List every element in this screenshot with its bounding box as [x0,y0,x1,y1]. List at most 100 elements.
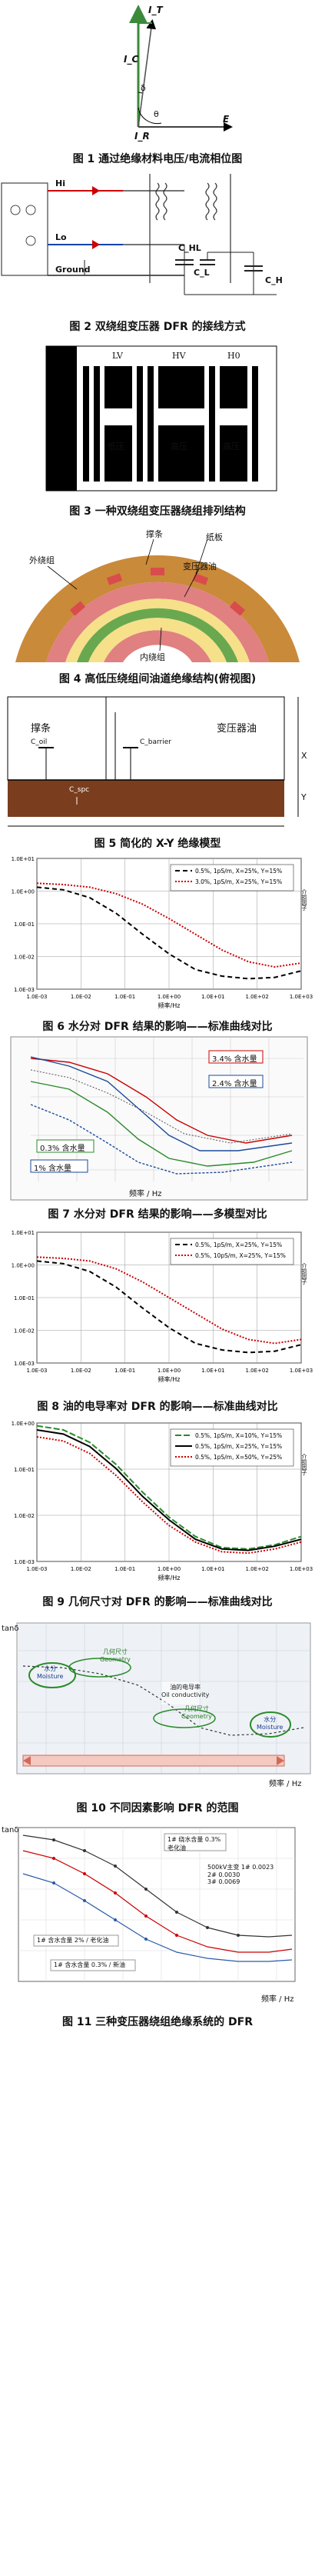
label-e: E [223,114,230,125]
label-h0: H0 [227,351,240,361]
legend-label: 0.5%, 1pS/m, X=25%, Y=15% [195,1241,282,1248]
figure-2-wiring: Hi Lo Ground C_HL C_L C_H [0,168,315,314]
tick-x: 1.0E+01 [201,1566,224,1572]
fig11-freq: 频率 / Hz [261,1995,294,2004]
tick-y: 1.0E-03 [14,1361,35,1367]
label-it: I_T [148,5,163,15]
chart-fig8: 1.0E-03 1.0E-02 1.0E-01 1.0E+00 1.0E+01 1.0E+… [12,1230,313,1383]
caption-fig8: 图 8 油的电导率对 DFR 的影响——标准曲线对比 [37,1401,278,1413]
label-spacer: 撑条 [146,529,163,539]
caption-fig3: 图 3 一种双绕组变压器绕组排列结构 [69,505,246,518]
legend-label: 0.5%, 1pS/m, X=25%, Y=15% [195,868,282,875]
tick-x: 1.0E-01 [114,994,135,1000]
series-line [36,1436,302,1555]
fig7-xlabel: 频率 / Hz [129,1190,162,1198]
tick-x: 1.0E+03 [290,1368,313,1374]
tick-x: 1.0E-02 [71,994,91,1000]
label-ic: I_C [124,54,139,65]
tick-x: 1.0E-01 [114,1368,135,1374]
label-hi: Hi [55,178,65,188]
tick-x: 1.0E-01 [114,1566,135,1572]
tick-x: 1.0E+00 [158,1368,181,1374]
figure-6-chart: 1.0E-03 1.0E-02 1.0E-01 1.0E+00 1.0E+01 1.0E+… [0,854,315,1015]
tick-y: 1.0E-01 [14,1467,35,1473]
figure-11-chart: tanδ 1# 绕水含量 0.3% 老化油 500kⅤ主变 1# 0.0023 … [0,1820,315,2009]
tick-x: 1.0E+01 [201,1368,224,1374]
tick-y: 1.0E-02 [14,955,35,961]
tick-x: 1.0E+02 [246,994,269,1000]
label-outer-winding: 外绕组 [29,555,55,565]
fig11-legend1: 1# 绕水含量 0.3% 老化油 [167,1836,221,1851]
fig11-legend3: 1# 含水含量 2% / 老化油 [37,1937,109,1944]
legend-label: 0.5%, 1pS/m, X=25%, Y=15% [195,1443,282,1450]
label-ch: C_H [265,275,283,285]
fig11-legend4: 1# 含水含量 0.3% / 新油 [54,1961,125,1968]
fig10-geometry2: 几何尺寸 Geometry [181,1705,212,1720]
figure-1-phasor: I_T I_C δ θ E I_R [0,0,315,146]
figure-8-chart: 1.0E-03 1.0E-02 1.0E-01 1.0E+00 1.0E+01 1.0E+… [0,1228,315,1392]
label-cl: C_L [194,268,210,278]
caption-fig10: 图 10 不同因素影响 DFR 的范围 [76,1802,239,1815]
fig10-tan: tanδ [2,1625,19,1633]
label-chl: C_HL [178,243,201,253]
figure-7-chart: 3.4% 含水量 2.4% 含水量 0.3% 含水量 1% 含水量 频率 / H… [0,1035,315,1201]
chart-fig9: 1.0E-03 1.0E-02 1.0E-01 1.0E+00 1.0E+01 1.0E+… [12,1421,313,1581]
tick-y: 1.0E+01 [12,1230,35,1236]
fig11-legend2: 500kⅤ主变 1# 0.0023 2# 0.0030 3# 0.0069 [207,1864,274,1885]
tick-y: 1.0E-01 [14,921,35,928]
label-lv: LV [112,351,123,361]
legend-label: 0.5%, 1pS/m, X=10%, Y=15% [195,1432,282,1439]
label-c1: C_oil [31,738,48,746]
legend-label: 3.0%, 1pS/m, X=25%, Y=15% [195,878,282,885]
tick-y: 1.0E-01 [14,1295,35,1301]
fig10-moisture1: 水分 Moisture [37,1665,64,1680]
fig7-label-34: 3.4% 含水量 [212,1055,257,1064]
label-ir: I_R [134,131,150,142]
label-spacer-xy: 撑条 [31,723,51,735]
label-oil: 变压器油 [183,562,217,572]
tick-x: 1.0E+02 [246,1566,269,1572]
fig7-label-1: 1% 含水量 [34,1165,72,1173]
label-w2: 高压 [171,442,187,452]
label-lo: Lo [55,232,67,242]
fig10-geometry1: 几何尺寸 Geometry [100,1648,131,1663]
tick-x: 1.0E+00 [158,994,181,1000]
label-oil-xy: 变压器油 [217,723,257,735]
caption-fig7: 图 7 水分对 DFR 结果的影响——多模型对比 [48,1208,267,1221]
insulation-topview [15,538,300,662]
tick-y: 1.0E-02 [14,1513,35,1519]
label-c2: C_barrier [140,738,171,746]
series-line [36,1425,302,1550]
x-axis-label: 频率/Hz [158,1001,181,1009]
caption-fig4: 图 4 高低压绕组间油道绝缘结构(俯视图) [58,673,257,685]
legend-box [170,864,294,891]
phasor-diagram [129,5,233,132]
label-y: Y [301,792,307,802]
figure-3-winding: LV HV H0 低压 高压 高压 [0,335,315,495]
tick-y: 1.0E-03 [14,1559,35,1565]
tick-y: 1.0E-02 [14,1328,35,1335]
tick-y: 1.0E+00 [12,889,35,895]
it-vector [138,18,157,128]
tick-y: 1.0E+00 [12,1421,35,1427]
figure-4-insulation: 外绕组 撑条 纸板 变压器油 内绕组 [0,520,315,666]
label-x: X [301,751,307,761]
label-ground: Ground [55,265,91,275]
tick-x: 1.0E-03 [27,1566,48,1572]
chart-fig6: 1.0E-03 1.0E-02 1.0E-01 1.0E+00 1.0E+01 1.0E+… [12,856,313,1009]
tick-x: 1.0E-02 [71,1566,91,1572]
wiring-diagram [1,174,277,295]
chart-fig10 [16,1622,311,1775]
legend-box [170,1428,294,1467]
caption-fig11: 图 11 三种变压器绕组绝缘系统的 DFR [61,2016,254,2028]
tick-y: 1.0E-03 [14,987,35,993]
fig10-oil: 油的电导率 Oil conductivity [161,1684,210,1698]
label-c3: C_spc [69,786,90,794]
tick-x: 1.0E+01 [201,994,224,1000]
figure-10-chart: tanδ 水分 Moisture 几何尺寸 Geometry 油的电导率 Oil… [0,1620,315,1789]
x-axis-label: 频率/Hz [158,1375,181,1383]
x-axis-label: 频率/Hz [158,1574,181,1581]
caption-fig5: 图 5 简化的 X-Y 绝缘模型 [94,838,221,850]
legend-box [170,1238,294,1265]
chart-fig11 [18,1827,296,1982]
